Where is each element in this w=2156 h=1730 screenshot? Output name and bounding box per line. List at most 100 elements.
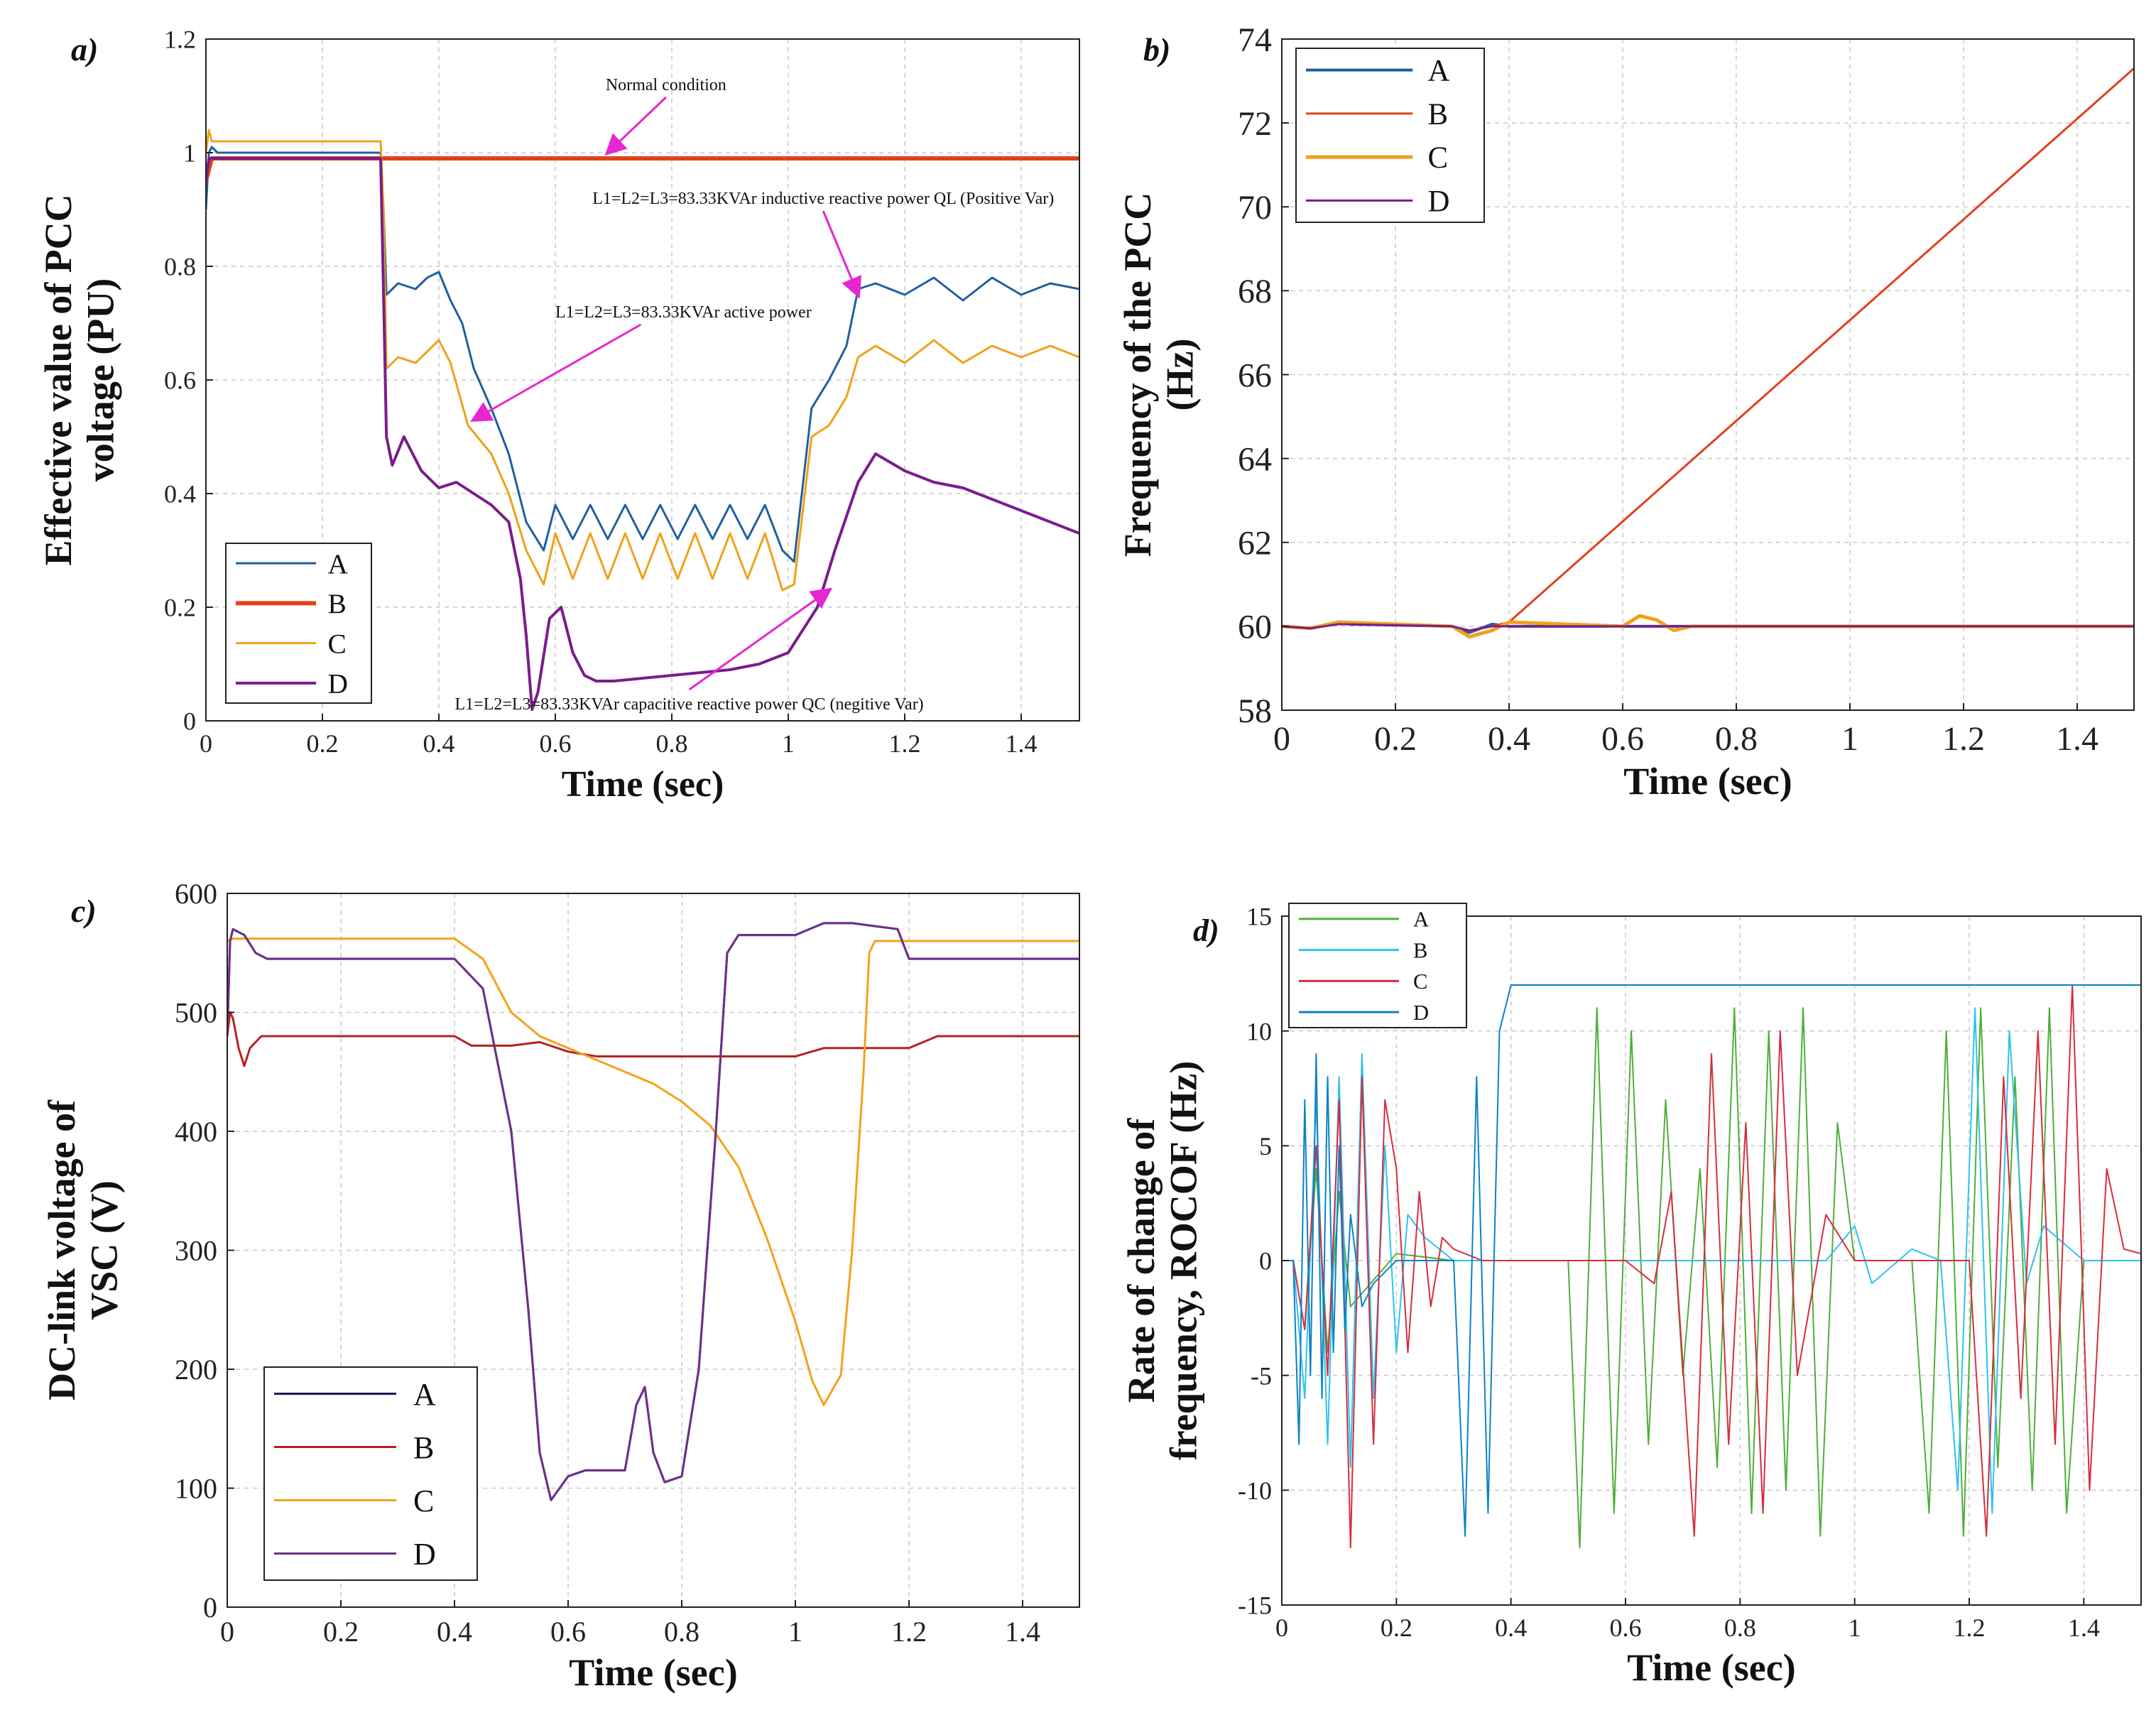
y-axis-label-line: VSC (V) [82,1180,125,1320]
x-tick-label: 1.4 [1006,729,1038,758]
y-tick-label: 0.4 [164,480,196,508]
y-tick-label: -5 [1251,1361,1272,1390]
y-tick-label: 400 [175,1116,217,1148]
x-tick-label: 0.2 [1381,1614,1412,1642]
legend-entry-label: D [328,668,348,700]
y-tick-label: -15 [1238,1592,1272,1620]
series-line-A [206,146,1079,563]
series-group [1282,984,2141,1549]
x-tick-label: 0.6 [540,729,572,758]
y-tick-label: -10 [1238,1476,1272,1505]
x-axis-label: Time (sec) [1627,1646,1795,1689]
series-group [1282,67,2134,639]
x-axis-label: Time (sec) [569,1651,737,1694]
x-tick-label: 0.6 [1610,1614,1642,1642]
series-line-D [227,922,1079,1501]
annotation-text: L1=L2=L3=83.33KVAr capacitive reactive p… [455,695,924,714]
legend-box [225,543,372,704]
chart-d: 0 0.2 0.4 0.6 0.8 1 1.2 1.4 -15 -10 -5 0 5 10 15 Time (… [1120,903,2142,1689]
y-axis-label: Frequency of the PCC(Hz) [1116,192,1201,557]
panel-label: c) [71,893,97,929]
annotation-arrow [688,587,833,691]
y-tick-label: 72 [1238,105,1272,143]
x-tick-label: 1 [1849,1614,1861,1642]
legend-entry-label: D [1428,185,1450,218]
y-tick-label: 64 [1238,440,1272,478]
series-line-D [1282,623,2134,632]
y-tick-label: 0 [183,707,196,736]
series-line-A [1282,1007,2141,1549]
y-axis-label: Rate of change offrequency, ROCOF (Hz) [1120,1061,1204,1460]
x-tick-label: 0.2 [1374,720,1417,758]
y-tick-label: 74 [1238,21,1272,59]
chart-a: 0 0.2 0.4 0.6 0.8 1 1.2 1.4 0 0.2 0.4 0.6 0.8 1 1.2 Tim… [37,26,1080,805]
x-tick-label: 0.4 [437,1616,472,1648]
legend-entry-label: C [1413,969,1427,994]
y-tick-label: 10 [1246,1017,1272,1045]
series-line-D [206,157,1079,711]
legend-entry-label: D [1413,1001,1429,1025]
panel-label: b) [1143,31,1170,67]
x-tick-label: 1 [782,729,795,758]
x-tick-label: 1.4 [2068,1614,2100,1642]
legend-entry-label: B [413,1430,434,1465]
annotation-arrow [822,210,862,299]
y-tick-label: 15 [1246,903,1272,931]
x-tick-label: 1.2 [891,1616,927,1648]
series-line-C [1282,984,2141,1549]
annotation-arrow [469,323,642,422]
legend-entry-label: B [1428,98,1449,131]
y-tick-label: 60 [1238,609,1272,646]
legend-entry-label: B [1413,938,1427,962]
y-tick-label: 0 [203,1592,217,1623]
legend-entry-label: C [328,628,347,659]
panel-label: d) [1193,913,1219,948]
legend-entry-label: B [328,588,347,619]
y-tick-label: 58 [1238,692,1272,730]
x-axis-label: Time (sec) [562,764,724,805]
chart-b: 0 0.2 0.4 0.6 0.8 1 1.2 1.4 58 60 62 64 66 68 70 72 74 Ti… [1116,21,2135,803]
x-tick-label: 0.8 [1715,720,1758,758]
y-tick-label: 0.2 [164,594,196,622]
annotation-arrow [604,96,667,156]
series-line-D [1282,984,2141,1537]
y-tick-label: 500 [175,997,217,1029]
x-tick-label: 1.2 [1954,1614,1986,1642]
legend-entry-label: A [1428,55,1450,88]
series-group [227,922,1079,1501]
x-tick-label: 0.4 [1495,1614,1527,1642]
x-tick-label: 0.4 [1488,720,1530,758]
legend-entry-label: D [413,1537,436,1572]
annotation-text: L1=L2=L3=83.33KVAr active power [555,303,812,322]
legend-entry-label: A [328,548,349,580]
x-tick-label: 1.2 [1942,720,1985,758]
legend-box [1295,48,1485,223]
series-line-C [227,937,1079,1406]
x-tick-label: 0 [1275,1614,1288,1642]
y-tick-label: 1.2 [164,26,196,54]
y-axis-label: DC-link voltage ofVSC (V) [40,1099,125,1400]
series-line-B [227,1011,1079,1067]
x-axis-label: Time (sec) [1623,760,1792,803]
legend-entry-label: C [1428,141,1449,175]
x-tick-label: 0.4 [423,729,455,758]
y-axis-label-line: voltage (PU) [79,278,121,482]
x-tick-label: 1.4 [1005,1616,1040,1648]
series-group [206,129,1079,711]
y-axis-label-line: DC-link voltage of [40,1099,83,1400]
x-tick-label: 0.8 [656,729,688,758]
y-tick-label: 0 [1259,1247,1272,1275]
y-tick-label: 62 [1238,525,1272,562]
y-axis-label: Effective value of PCCvoltage (PU) [37,194,121,565]
y-tick-label: 70 [1238,189,1272,227]
y-axis-label-line: Effective value of PCC [37,194,80,565]
legend-entry-label: A [1413,908,1429,932]
series-line-C [206,129,1079,592]
y-axis-label-line: frequency, ROCOF (Hz) [1162,1061,1204,1460]
y-tick-label: 1 [183,139,196,168]
x-tick-label: 0.6 [550,1616,586,1648]
x-tick-label: 1.2 [889,729,921,758]
x-tick-label: 0.6 [1601,720,1644,758]
panel-label: a) [71,31,98,67]
